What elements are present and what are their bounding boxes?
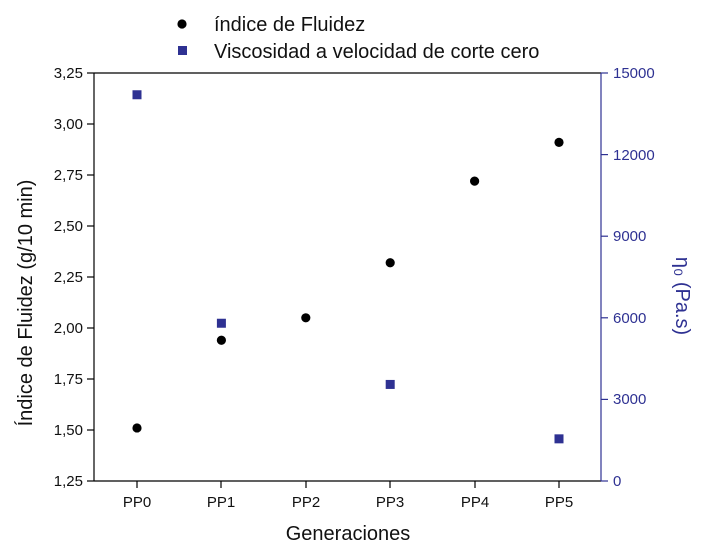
x-tick-label-pp2: PP2 [292, 494, 320, 511]
y-right-tick-label: 9000 [613, 228, 646, 245]
viscosidad-point-pp0 [132, 90, 142, 100]
indice-fluidez-point-pp0 [132, 423, 142, 433]
legend-marker-indice-fluidez [177, 19, 187, 29]
legend-label-viscosidad: Viscosidad a velocidad de corte cero [214, 41, 539, 63]
legend-marker-viscosidad [178, 46, 187, 55]
y-axis-left-ticks: 1,25 1,50 1,75 2,00 2,25 2,50 2,75 3,00 … [54, 65, 94, 490]
y-axis-title-left: Índice de Fluidez (g/10 min) [14, 180, 37, 427]
y-left-tick-label: 3,25 [54, 65, 83, 82]
plot-frame [93, 72, 602, 482]
indice-fluidez-point-pp1 [216, 335, 226, 345]
y-axis-title-right: η₀ (Pa.s) [671, 257, 693, 335]
y-right-tick-label: 6000 [613, 310, 646, 327]
x-axis-ticks: PP0 PP1 PP2 PP3 PP4 PP5 [123, 481, 573, 511]
y-left-tick-label: 1,75 [54, 371, 83, 388]
y-right-tick-label: 0 [613, 473, 621, 490]
y-left-tick-label: 3,00 [54, 116, 83, 133]
data-points [132, 90, 564, 444]
y-left-tick-label: 2,75 [54, 167, 83, 184]
indice-fluidez-point-pp3 [385, 258, 395, 268]
indice-fluidez-point-pp5 [554, 137, 564, 147]
x-axis-title: Generaciones [286, 523, 411, 545]
y-left-tick-label: 2,25 [54, 269, 83, 286]
indice-fluidez-point-pp4 [470, 176, 480, 186]
legend: índice de Fluidez Viscosidad a velocidad… [177, 14, 539, 63]
x-tick-label-pp1: PP1 [207, 494, 235, 511]
viscosidad-point-pp1 [216, 318, 226, 328]
y-left-tick-label: 2,50 [54, 218, 83, 235]
viscosidad-point-pp5 [554, 434, 564, 444]
y-left-tick-label: 1,50 [54, 422, 83, 439]
x-tick-label-pp5: PP5 [545, 494, 573, 511]
y-right-tick-label: 3000 [613, 391, 646, 408]
y-axis-right-ticks: 0 3000 6000 9000 12000 15000 [601, 65, 655, 490]
y-right-tick-label: 12000 [613, 147, 655, 164]
legend-label-indice-fluidez: índice de Fluidez [214, 14, 365, 36]
viscosidad-point-pp3 [385, 379, 395, 389]
x-tick-label-pp4: PP4 [461, 494, 489, 511]
y-right-tick-label: 15000 [613, 65, 655, 82]
x-tick-label-pp3: PP3 [376, 494, 404, 511]
indice-fluidez-point-pp2 [301, 313, 311, 323]
x-tick-label-pp0: PP0 [123, 494, 151, 511]
y-left-tick-label: 2,00 [54, 320, 83, 337]
y-left-tick-label: 1,25 [54, 473, 83, 490]
